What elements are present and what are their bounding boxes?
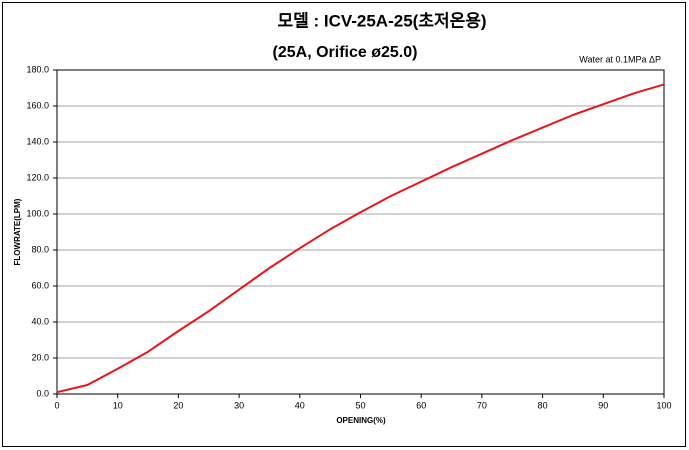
y-tick-label: 80.0 bbox=[31, 244, 49, 254]
data-line bbox=[56, 83, 665, 394]
y-tick-label: 140.0 bbox=[26, 136, 49, 146]
y-tick-label: 60.0 bbox=[31, 280, 49, 290]
y-tick-label: 40.0 bbox=[31, 316, 49, 326]
y-tick-label: 100.0 bbox=[26, 208, 49, 218]
x-axis-label: OPENING(%) bbox=[336, 416, 386, 425]
x-tick-label: 0 bbox=[54, 400, 59, 410]
chart-title: 모델 : ICV-25A-25(초저온용) bbox=[277, 10, 486, 30]
x-tick-label: 10 bbox=[113, 400, 123, 410]
y-tick-label: 20.0 bbox=[31, 352, 49, 362]
x-tick-label: 80 bbox=[538, 400, 548, 410]
x-tick-label: 60 bbox=[416, 400, 426, 410]
y-tick-label: 180.0 bbox=[26, 64, 49, 74]
x-tick-label: 90 bbox=[598, 400, 608, 410]
y-tick-label: 160.0 bbox=[26, 100, 49, 110]
x-tick-label: 30 bbox=[234, 400, 244, 410]
y-tick-label: 0.0 bbox=[36, 388, 49, 398]
plot-area bbox=[56, 69, 665, 395]
x-tick-label: 70 bbox=[477, 400, 487, 410]
y-tick-label: 120.0 bbox=[26, 172, 49, 182]
chart-subtitle: (25A, Orifice ø25.0) bbox=[273, 44, 418, 61]
x-tick-label: 40 bbox=[295, 400, 305, 410]
x-tick-label: 50 bbox=[355, 400, 365, 410]
x-tick-label: 20 bbox=[173, 400, 183, 410]
y-axis-label: FLOWRATE(LPM) bbox=[13, 198, 22, 265]
annotation: Water at 0.1MPa ΔP bbox=[579, 54, 661, 64]
x-tick-label: 100 bbox=[656, 400, 671, 410]
